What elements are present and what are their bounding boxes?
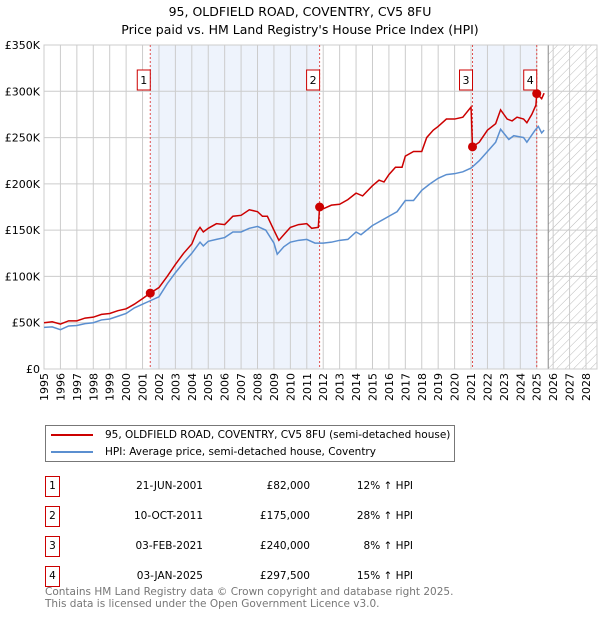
x-tick-label: 1999 <box>104 373 117 401</box>
transaction-number: 2 <box>45 506 60 527</box>
footer-line: This data is licensed under the Open Gov… <box>45 598 380 610</box>
x-tick-label: 2025 <box>531 373 544 401</box>
transaction-row: 4 03-JAN-2025 £297,500 15% ↑ HPI <box>45 566 465 588</box>
transaction-date: 03-JAN-2025 <box>136 570 203 582</box>
chart-subtitle: Price paid vs. HM Land Registry's House … <box>121 22 479 37</box>
y-tick-label: £50K <box>12 317 41 330</box>
y-tick-label: £250K <box>5 132 41 145</box>
transaction-date: 21-JUN-2001 <box>136 480 203 492</box>
x-tick-label: 2018 <box>416 373 429 401</box>
x-tick-label: 2003 <box>169 373 182 401</box>
legend-swatch <box>51 451 93 453</box>
x-tick-label: 2019 <box>432 373 445 401</box>
y-tick-label: £100K <box>5 270 41 283</box>
x-tick-label: 2016 <box>383 373 396 401</box>
x-tick-label: 2023 <box>498 373 511 401</box>
transaction-price: £82,000 <box>266 480 310 492</box>
x-tick-label: 2024 <box>514 373 527 401</box>
sale-label: 2 <box>310 74 317 87</box>
legend-item-property: 95, OLDFIELD ROAD, COVENTRY, CV5 8FU (se… <box>46 427 450 443</box>
x-tick-label: 2007 <box>235 373 248 401</box>
sale-label-box <box>136 69 151 91</box>
sale-point <box>468 142 478 152</box>
transaction-number: 3 <box>45 536 60 557</box>
y-tick-label: £200K <box>5 178 41 191</box>
shaded-period <box>472 45 537 369</box>
legend-swatch <box>51 434 93 436</box>
x-tick-label: 2026 <box>547 373 560 401</box>
x-tick-label: 2006 <box>219 373 232 401</box>
sale-point <box>145 288 155 298</box>
sale-label-box <box>306 69 321 91</box>
transaction-hpi-diff: 28% ↑ HPI <box>356 510 413 522</box>
x-tick-label: 2005 <box>202 373 215 401</box>
x-tick-label: 2001 <box>137 373 150 401</box>
x-tick-label: 1995 <box>38 373 51 401</box>
transaction-hpi-diff: 15% ↑ HPI <box>356 570 413 582</box>
transaction-date: 10-OCT-2011 <box>134 510 203 522</box>
x-tick-label: 2021 <box>465 373 478 401</box>
x-tick-label: 2004 <box>186 373 199 401</box>
sale-label: 1 <box>140 74 147 87</box>
x-tick-label: 2002 <box>153 373 166 401</box>
transaction-hpi-diff: 8% ↑ HPI <box>363 540 413 552</box>
x-tick-label: 2013 <box>334 373 347 401</box>
x-tick-label: 2017 <box>399 373 412 401</box>
x-tick-label: 2022 <box>481 373 494 401</box>
forecast-hatch <box>548 45 597 369</box>
x-tick-label: 2015 <box>366 373 379 401</box>
sale-label-box <box>459 69 474 91</box>
chart-legend: 95, OLDFIELD ROAD, COVENTRY, CV5 8FU (se… <box>45 425 455 462</box>
footer-line: Contains HM Land Registry data © Crown c… <box>45 586 454 598</box>
plot-frame <box>43 44 598 370</box>
sale-point <box>315 202 325 212</box>
transaction-number: 4 <box>45 566 60 587</box>
x-tick-label: 2000 <box>120 373 133 401</box>
hpi-line <box>43 125 545 331</box>
transaction-price: £175,000 <box>259 510 310 522</box>
x-tick-label: 1996 <box>54 373 67 401</box>
x-tick-label: 2028 <box>580 373 593 401</box>
price-chart: 1995 1996 1997 1998 1999 2000 2001 2002 2003 2004… <box>5 39 598 401</box>
y-tick-label: £0 <box>26 363 40 376</box>
legend-label: 95, OLDFIELD ROAD, COVENTRY, CV5 8FU (se… <box>105 429 451 441</box>
sale-label: 3 <box>463 74 470 87</box>
x-tick-label: 2014 <box>350 373 363 401</box>
legend-item-hpi: HPI: Average price, semi-detached house,… <box>46 444 376 460</box>
y-tick-label: £150K <box>5 224 41 237</box>
chart-title: 95, OLDFIELD ROAD, COVENTRY, CV5 8FU <box>168 4 432 19</box>
legend-label: HPI: Average price, semi-detached house,… <box>105 446 376 458</box>
transaction-date: 03-FEB-2021 <box>135 540 203 552</box>
x-tick-label: 1997 <box>71 373 84 401</box>
sale-label: 4 <box>527 74 534 87</box>
y-tick-label: £300K <box>5 85 41 98</box>
x-tick-label: 2011 <box>301 373 314 401</box>
transaction-price: £240,000 <box>259 540 310 552</box>
transaction-price: £297,500 <box>259 570 310 582</box>
transaction-row: 2 10-OCT-2011 £175,000 28% ↑ HPI <box>45 506 465 528</box>
x-tick-label: 2008 <box>252 373 265 401</box>
transaction-row: 3 03-FEB-2021 £240,000 8% ↑ HPI <box>45 536 465 558</box>
x-tick-label: 2027 <box>564 373 577 401</box>
transaction-row: 1 21-JUN-2001 £82,000 12% ↑ HPI <box>45 476 465 498</box>
sale-label-box <box>523 69 538 91</box>
transaction-hpi-diff: 12% ↑ HPI <box>356 480 413 492</box>
x-tick-label: 1998 <box>87 373 100 401</box>
sale-point <box>532 89 542 99</box>
shaded-period <box>150 45 320 369</box>
x-tick-label: 2010 <box>284 373 297 401</box>
y-tick-label: £350K <box>5 39 41 52</box>
x-tick-label: 2009 <box>268 373 281 401</box>
transaction-number: 1 <box>45 476 60 497</box>
x-tick-label: 2020 <box>449 373 462 401</box>
footer: Contains HM Land Registry data © Crown c… <box>45 586 453 610</box>
x-tick-label: 2012 <box>317 373 330 401</box>
